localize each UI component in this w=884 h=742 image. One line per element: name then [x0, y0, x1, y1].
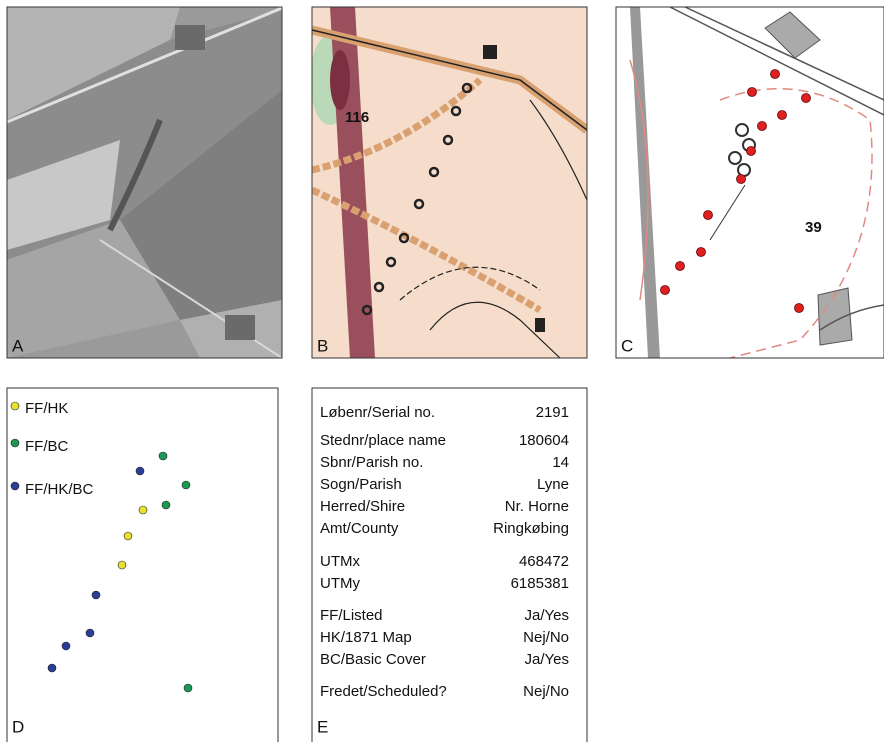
row-label: HK/1871 Map	[320, 629, 412, 646]
panel-label: A	[12, 336, 24, 355]
map-shape	[330, 50, 350, 110]
figure: 116 39	[0, 0, 884, 742]
map-shape	[535, 318, 545, 332]
row-value: Lyne	[537, 476, 569, 493]
point	[136, 467, 144, 475]
point	[11, 482, 19, 490]
point	[697, 248, 706, 257]
map-shape	[483, 45, 497, 59]
row-value: Ja/Yes	[525, 651, 569, 668]
row-value: 180604	[519, 432, 569, 449]
panel-label: C	[621, 336, 633, 355]
point	[162, 501, 170, 509]
point	[704, 211, 713, 220]
row-value: 468472	[519, 553, 569, 570]
panel-label: B	[317, 336, 328, 355]
panel-label: E	[317, 717, 328, 736]
point	[182, 481, 190, 489]
point	[11, 402, 19, 410]
map-shape	[225, 315, 255, 340]
point	[747, 147, 756, 156]
point	[62, 642, 70, 650]
row-label: UTMy	[320, 575, 360, 592]
point	[86, 629, 94, 637]
point	[802, 94, 811, 103]
row-value: Ringkøbing	[493, 520, 569, 537]
row-label: Sbnr/Parish no.	[320, 454, 423, 471]
row-label: Stednr/place name	[320, 432, 446, 449]
legend-label: FF/BC	[25, 438, 68, 455]
point	[118, 561, 126, 569]
point	[737, 175, 746, 184]
point	[48, 664, 56, 672]
point	[676, 262, 685, 271]
point	[778, 111, 787, 120]
row-label: BC/Basic Cover	[320, 651, 426, 668]
row-value: 14	[552, 454, 569, 471]
row-label: FF/Listed	[320, 607, 383, 624]
aerial-photo	[7, 7, 282, 358]
point	[771, 70, 780, 79]
map-label: 39	[805, 219, 822, 236]
point	[159, 452, 167, 460]
point	[758, 122, 767, 131]
legend-label: FF/HK	[25, 400, 68, 417]
row-value: Nej/No	[523, 629, 569, 646]
legend-label: FF/HK/BC	[25, 481, 94, 498]
row-value: 6185381	[511, 575, 569, 592]
info-table: Løbenr/Serial no. 2191 Stednr/place name 18…	[320, 404, 569, 700]
row-value: 2191	[536, 404, 569, 421]
historic-map: 116	[310, 7, 587, 358]
point	[11, 439, 19, 447]
panel-label: D	[12, 717, 24, 736]
row-label: UTMx	[320, 553, 360, 570]
row-value: Nr. Horne	[505, 498, 569, 515]
point	[795, 304, 804, 313]
point	[661, 286, 670, 295]
map-shape	[818, 288, 852, 345]
row-label: Herred/Shire	[320, 498, 405, 515]
row-label: Amt/County	[320, 520, 399, 537]
row-value: Nej/No	[523, 683, 569, 700]
map-label: 116	[345, 109, 369, 126]
row-label: Løbenr/Serial no.	[320, 404, 435, 421]
modern-map: 39	[616, 7, 884, 358]
point	[184, 684, 192, 692]
row-label: Fredet/Scheduled?	[320, 683, 447, 700]
point	[748, 88, 757, 97]
point	[139, 506, 147, 514]
map-shape	[175, 25, 205, 50]
row-value: Ja/Yes	[525, 607, 569, 624]
point	[92, 591, 100, 599]
row-label: Sogn/Parish	[320, 476, 402, 493]
point	[124, 532, 132, 540]
